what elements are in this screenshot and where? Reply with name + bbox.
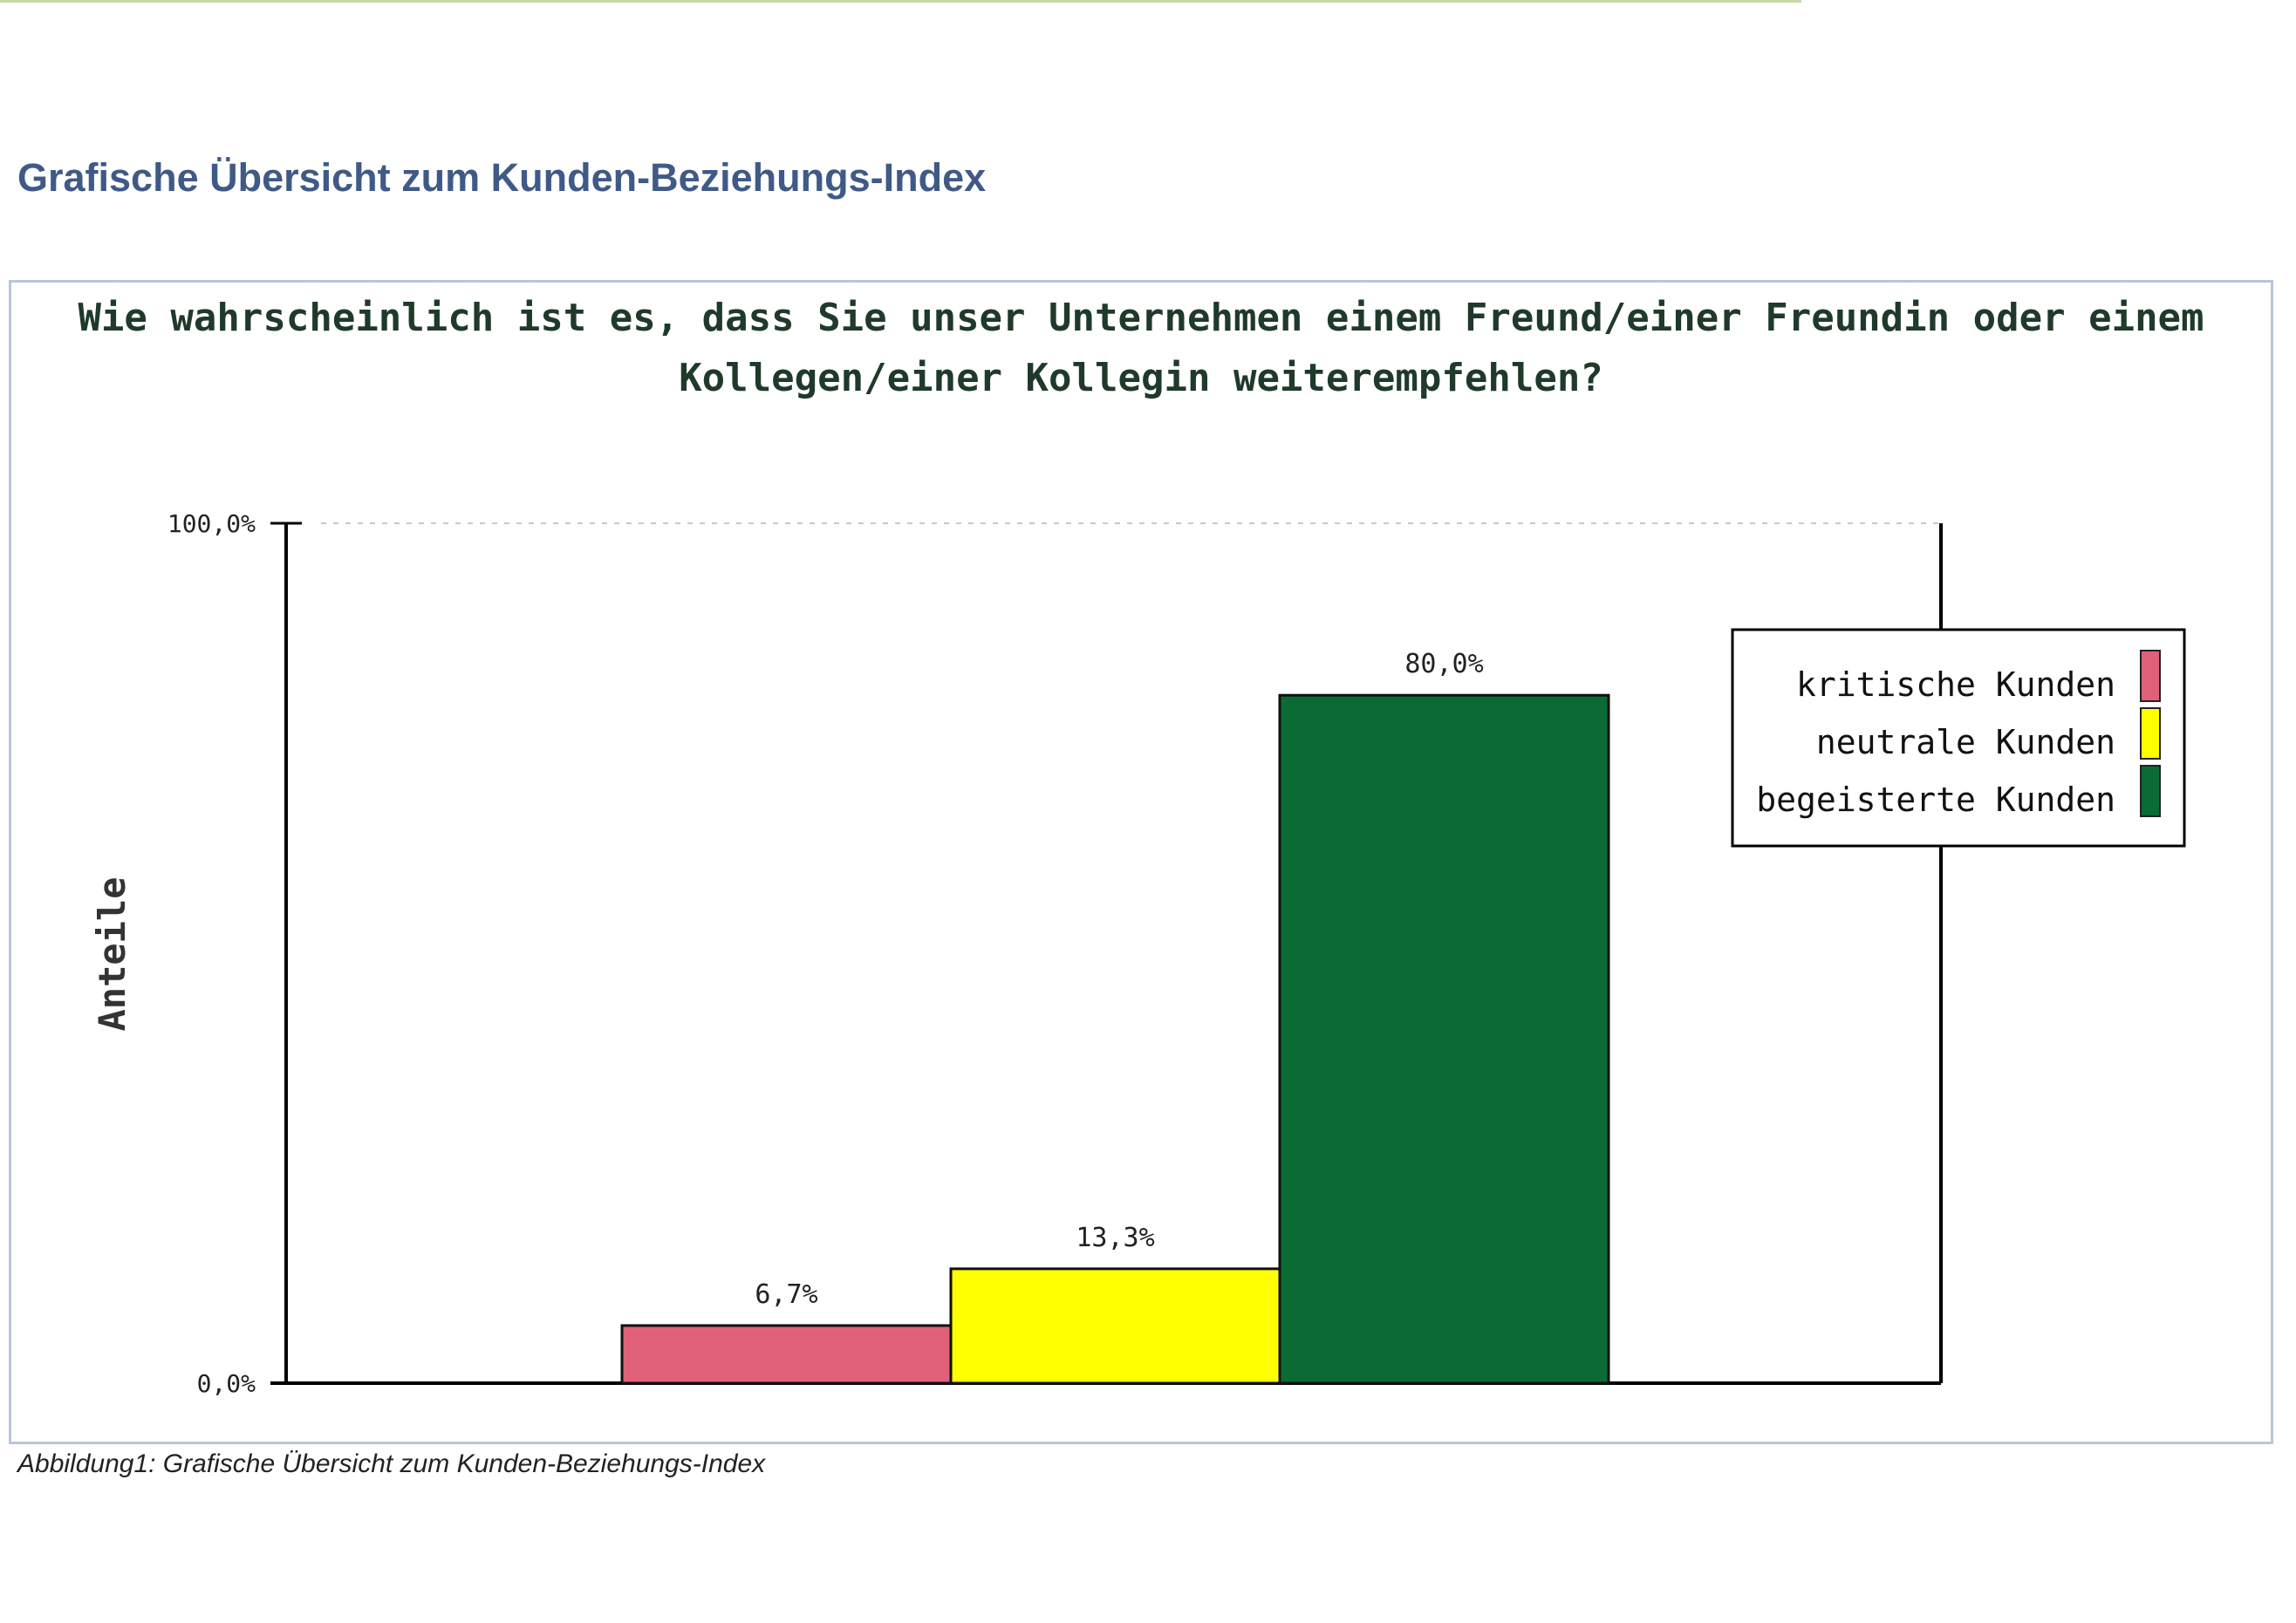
legend-label-neutrale: neutrale Kunden <box>1816 723 2115 761</box>
plot-area: 0,0% 100,0% 6,7% 13,3% 80,0% <box>167 509 1943 1398</box>
y-axis-title: Anteile <box>91 876 133 1031</box>
legend-swatch-kritische <box>2140 650 2161 702</box>
legend-label-kritische: kritische Kunden <box>1796 665 2115 704</box>
legend-swatch-begeisterte <box>2140 765 2161 817</box>
legend-swatch-neutrale <box>2140 707 2161 760</box>
legend-label-begeisterte: begeisterte Kunden <box>1756 781 2115 819</box>
bar-1 <box>949 1267 1281 1385</box>
data-label-1: 13,3% <box>1076 1223 1154 1253</box>
y-tick-label-0: 0,0% <box>197 1369 256 1398</box>
bar-0 <box>620 1324 953 1385</box>
top-divider <box>0 0 1801 3</box>
data-label-2: 80,0% <box>1404 649 1483 679</box>
bar-2 <box>1278 693 1610 1385</box>
chart-title-line-1: Wie wahrscheinlich ist es, dass Sie unse… <box>78 296 2204 340</box>
figure-caption: Abbildung1: Grafische Übersicht zum Kund… <box>17 1449 766 1478</box>
legend-box <box>1731 628 2186 848</box>
y-tick-label-1: 100,0% <box>167 509 256 538</box>
data-label-0: 6,7% <box>755 1279 817 1310</box>
bar-chart: Wie wahrscheinlich ist es, dass Sie unse… <box>78 296 2204 1398</box>
legend: kritische Kunden neutrale Kunden begeist… <box>1731 628 2186 848</box>
chart-title-line-2: Kollegen/einer Kollegin weiterempfehlen? <box>679 356 1603 400</box>
section-heading: Grafische Übersicht zum Kunden-Beziehung… <box>17 155 987 200</box>
chart-figure: Wie wahrscheinlich ist es, dass Sie unse… <box>9 280 2273 1444</box>
